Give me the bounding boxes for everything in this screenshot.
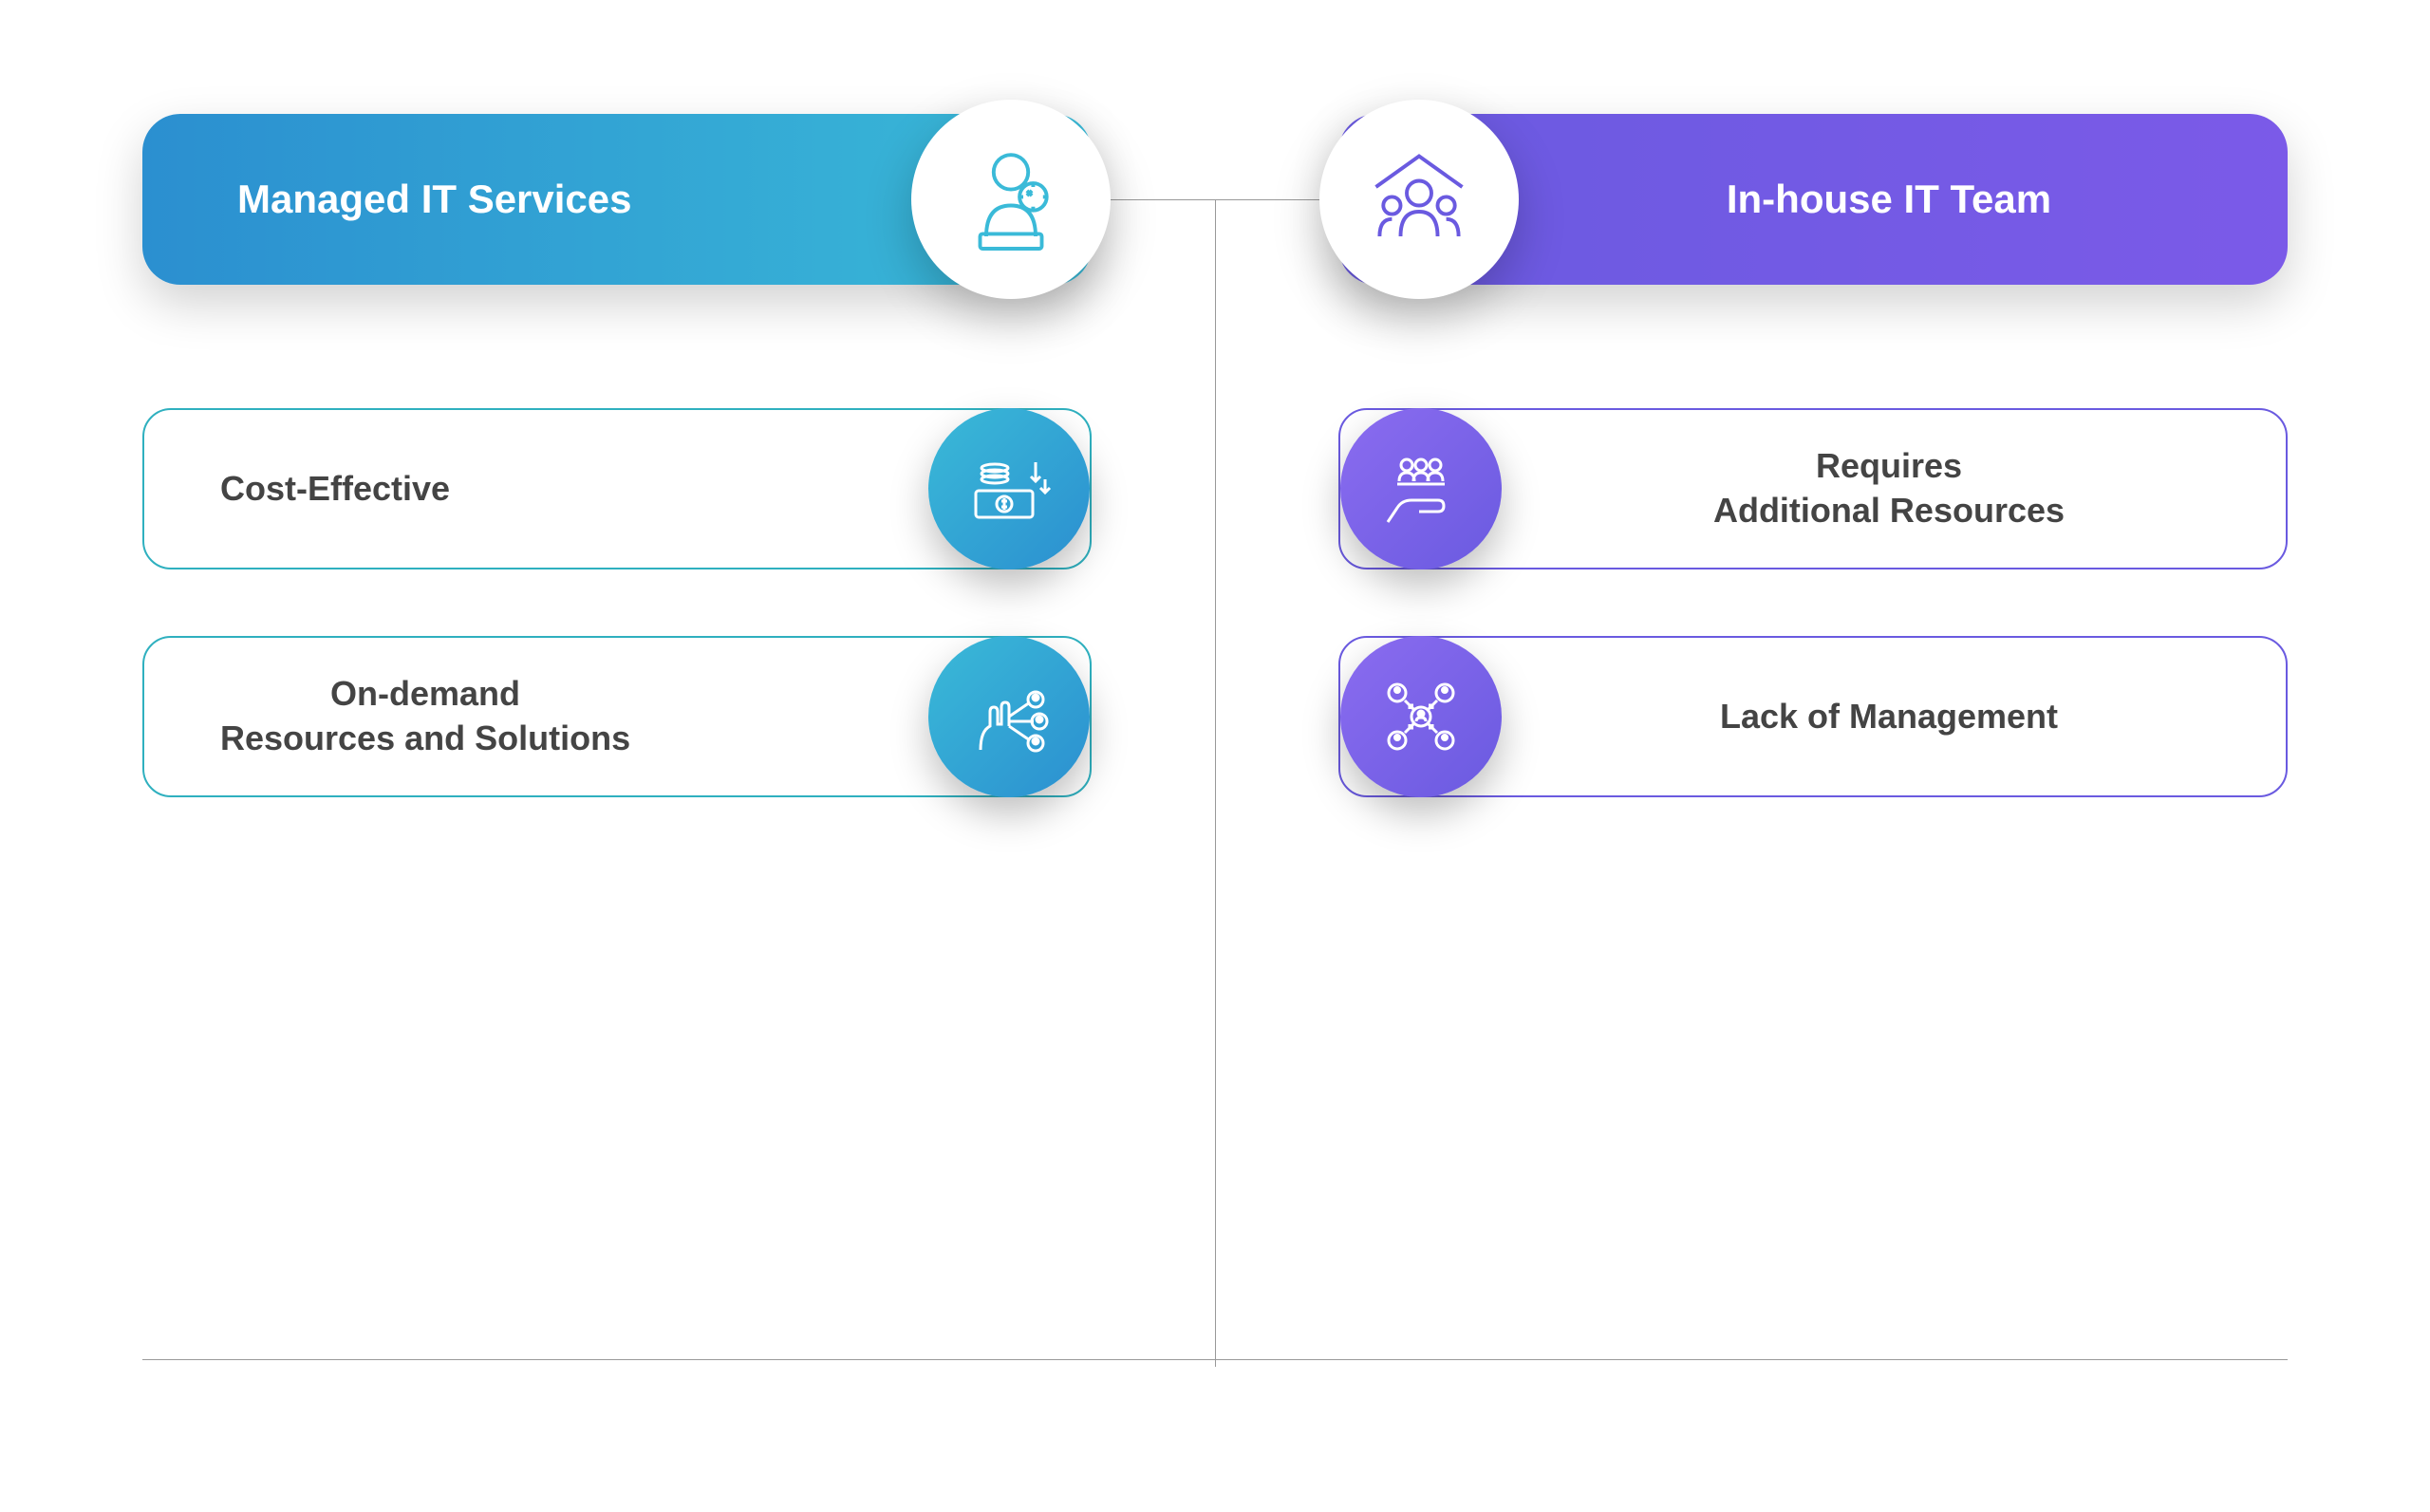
- money-savings-icon: [928, 408, 1090, 569]
- right-column: In-house IT Team RequiresAdditional Reso…: [1338, 114, 2288, 797]
- divider-vertical: [1215, 199, 1216, 1367]
- network-people-icon: [1340, 636, 1502, 797]
- left-item-0-label: Cost-Effective: [220, 467, 450, 512]
- hand-network-icon: [928, 636, 1090, 797]
- right-item-1: Lack of Management: [1338, 636, 2288, 797]
- support-person-icon: [911, 100, 1111, 299]
- left-item-0: Cost-Effective: [142, 408, 1092, 569]
- left-column: Managed IT Services Cost-Effective: [142, 114, 1092, 797]
- right-item-1-label: Lack of Management: [1720, 695, 2058, 739]
- right-item-0: RequiresAdditional Resources: [1338, 408, 2288, 569]
- left-item-1: On-demandResources and Solutions: [142, 636, 1092, 797]
- house-team-icon: [1319, 100, 1519, 299]
- divider-horizontal: [142, 1359, 2288, 1360]
- comparison-diagram: Managed IT Services Cost-Effective: [142, 114, 2288, 1398]
- right-item-0-label: RequiresAdditional Resources: [1713, 444, 2065, 533]
- right-header: In-house IT Team: [1338, 114, 2288, 285]
- left-item-1-label: On-demandResources and Solutions: [220, 672, 630, 761]
- hand-people-icon: [1340, 408, 1502, 569]
- left-header-title: Managed IT Services: [237, 177, 632, 222]
- left-header: Managed IT Services: [142, 114, 1092, 285]
- right-header-title: In-house IT Team: [1727, 177, 2051, 222]
